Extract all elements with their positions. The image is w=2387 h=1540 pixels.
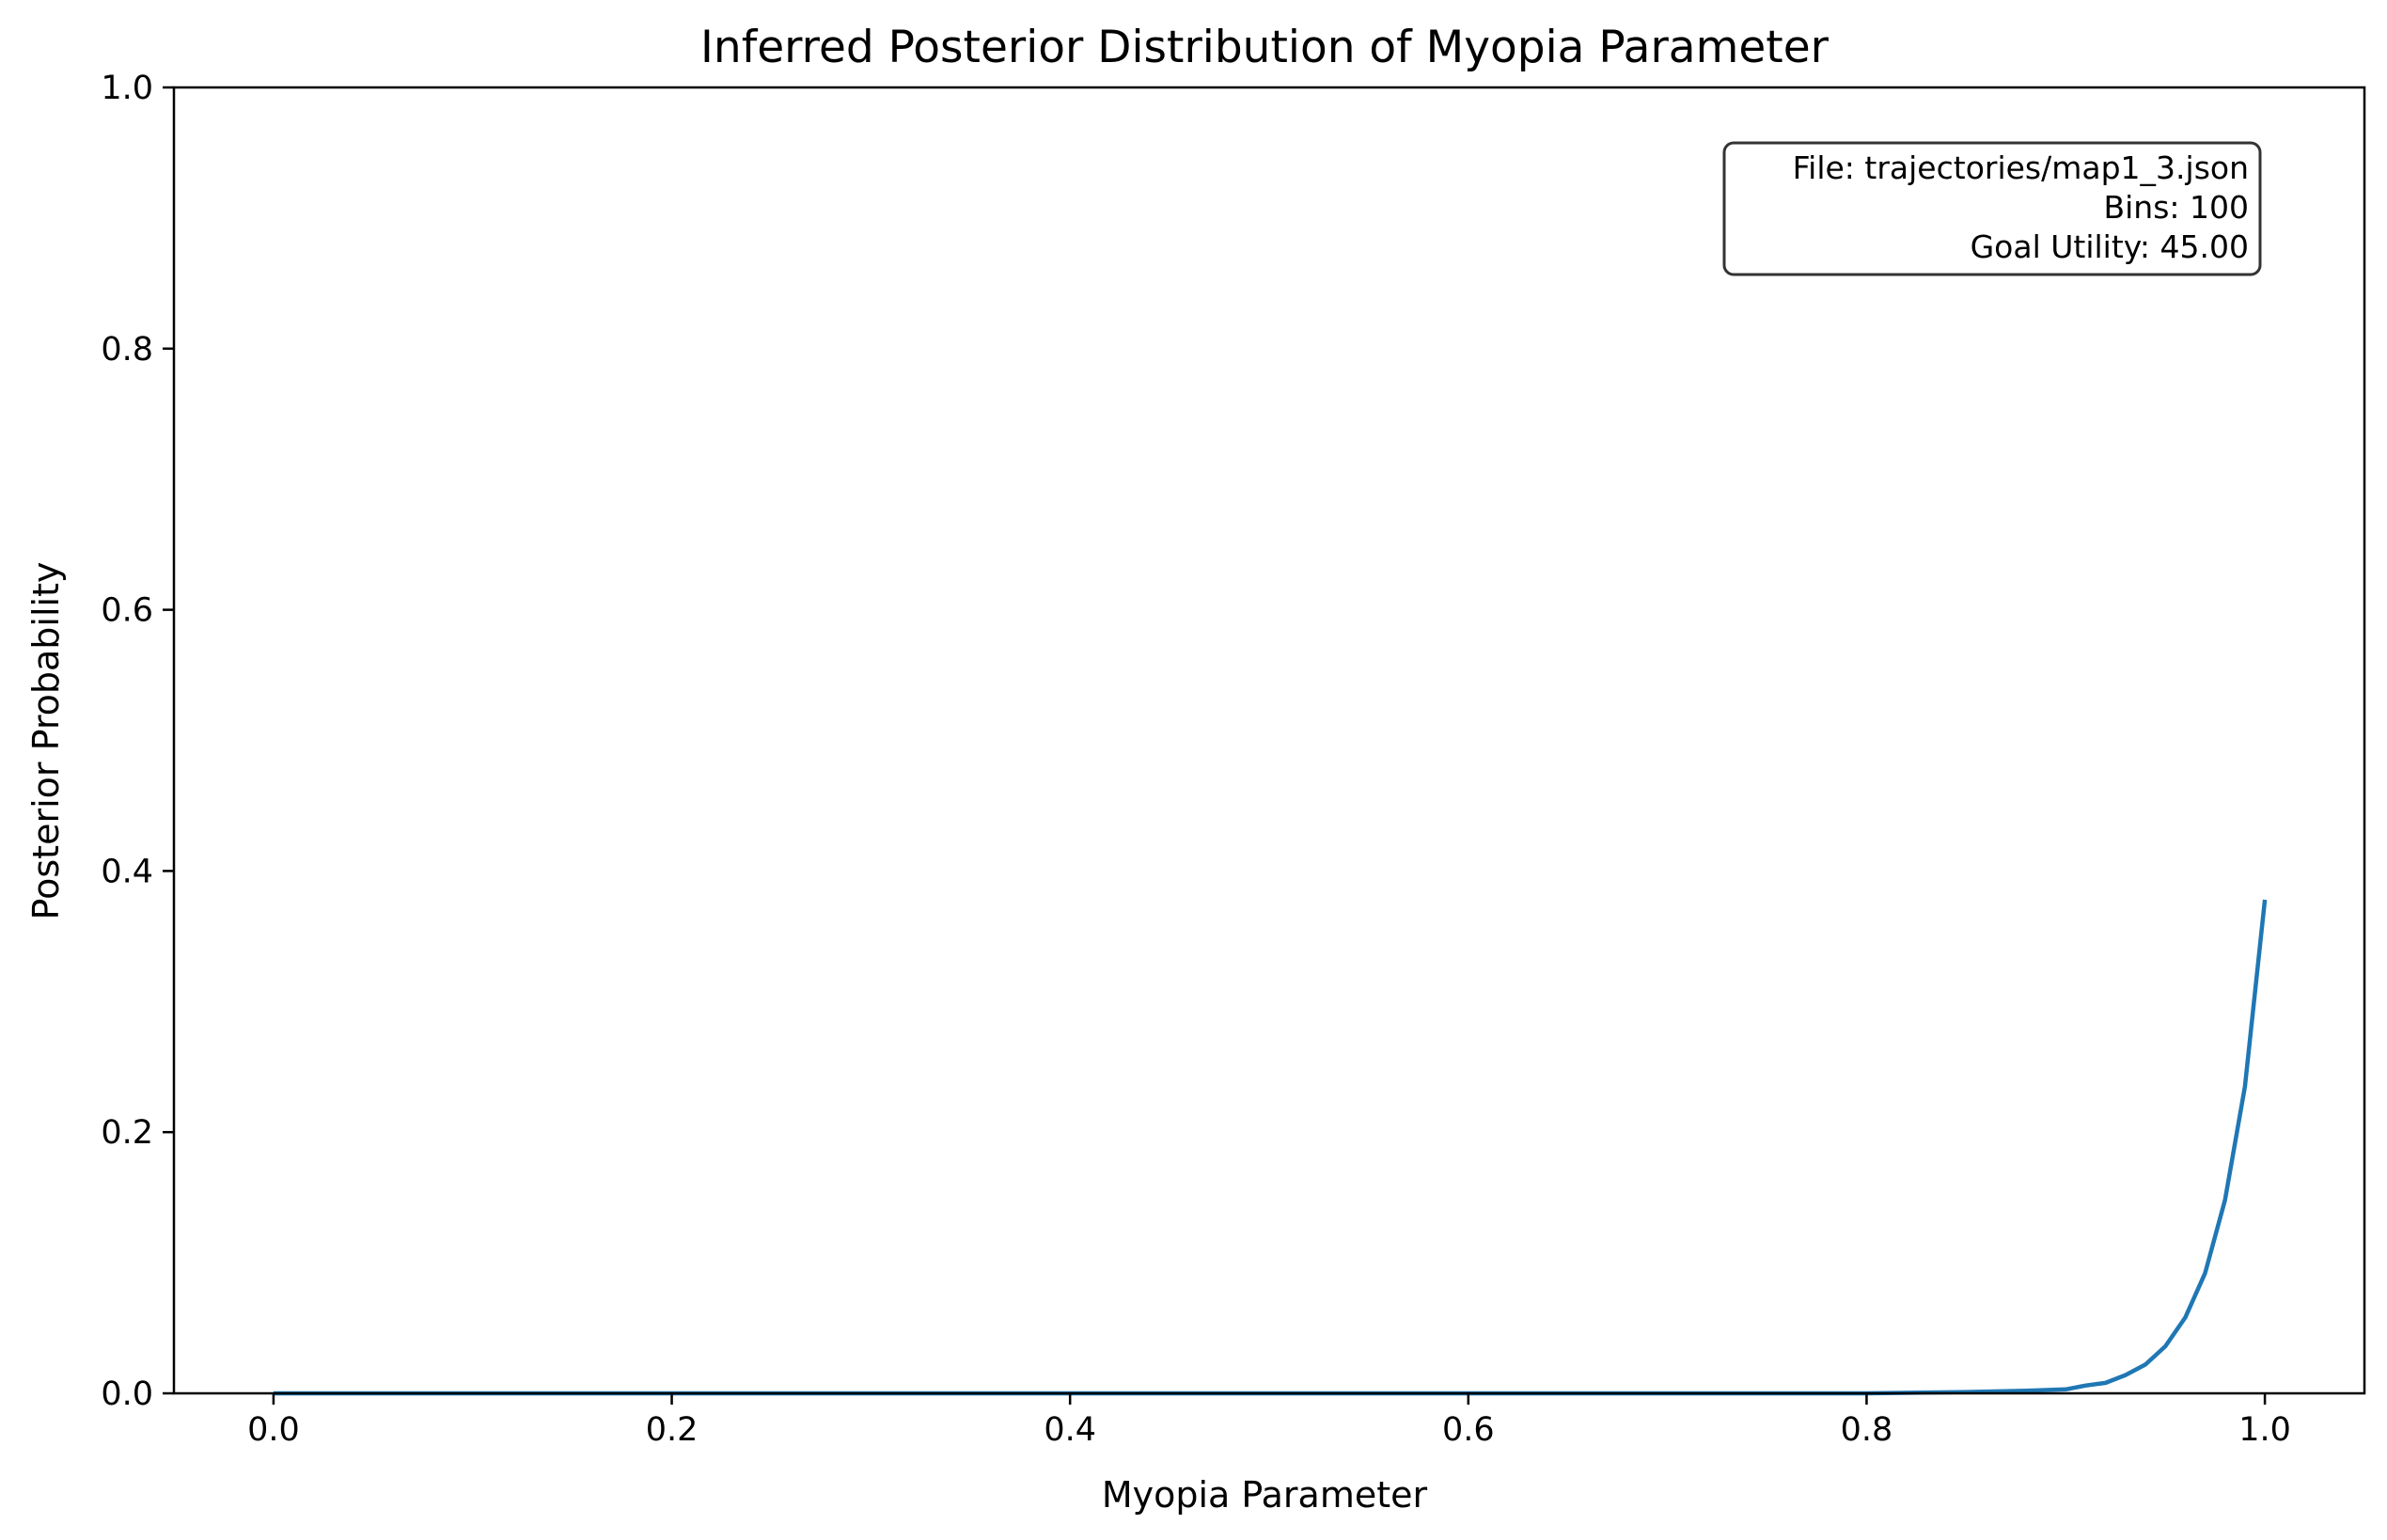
x-axis-label: Myopia Parameter bbox=[1102, 1474, 1428, 1516]
x-tick-label-3: 0.6 bbox=[1442, 1411, 1495, 1449]
x-tick-label-0: 0.0 bbox=[247, 1411, 300, 1449]
x-tick-label-4: 0.8 bbox=[1841, 1411, 1893, 1449]
y-tick-label-3: 0.6 bbox=[101, 592, 153, 630]
y-tick-label-5: 1.0 bbox=[101, 70, 153, 107]
y-tick-label-2: 0.4 bbox=[101, 853, 153, 890]
x-tick-label-1: 0.2 bbox=[646, 1411, 699, 1449]
y-tick-label-0: 0.0 bbox=[101, 1375, 153, 1413]
info-line-bins: Bins: 100 bbox=[2103, 189, 2249, 226]
x-tick-label-2: 0.4 bbox=[1044, 1411, 1096, 1449]
axes-frame bbox=[172, 86, 2366, 1395]
info-box-frame bbox=[1722, 141, 2262, 276]
y-tick-label-1: 0.2 bbox=[101, 1114, 153, 1152]
info-line-goal-utility: Goal Utility: 45.00 bbox=[1971, 228, 2249, 265]
series-line-0 bbox=[273, 899, 2268, 1396]
chart-title: Inferred Posterior Distribution of Myopi… bbox=[700, 22, 1830, 73]
info-line-file: File: trajectories/map1_3.json bbox=[1793, 149, 2249, 186]
info-box: File: trajectories/map1_3.json Bins: 100… bbox=[1722, 141, 2262, 276]
y-axis-label: Posterior Probability bbox=[25, 562, 67, 920]
plot-area: 0.0 0.2 0.4 0.6 0.8 1.0 0.0 0.2 0.4 0.6 0.8 1.0 bbox=[101, 70, 2366, 1449]
x-tick-label-5: 1.0 bbox=[2238, 1411, 2291, 1449]
y-tick-label-4: 0.8 bbox=[101, 331, 153, 369]
